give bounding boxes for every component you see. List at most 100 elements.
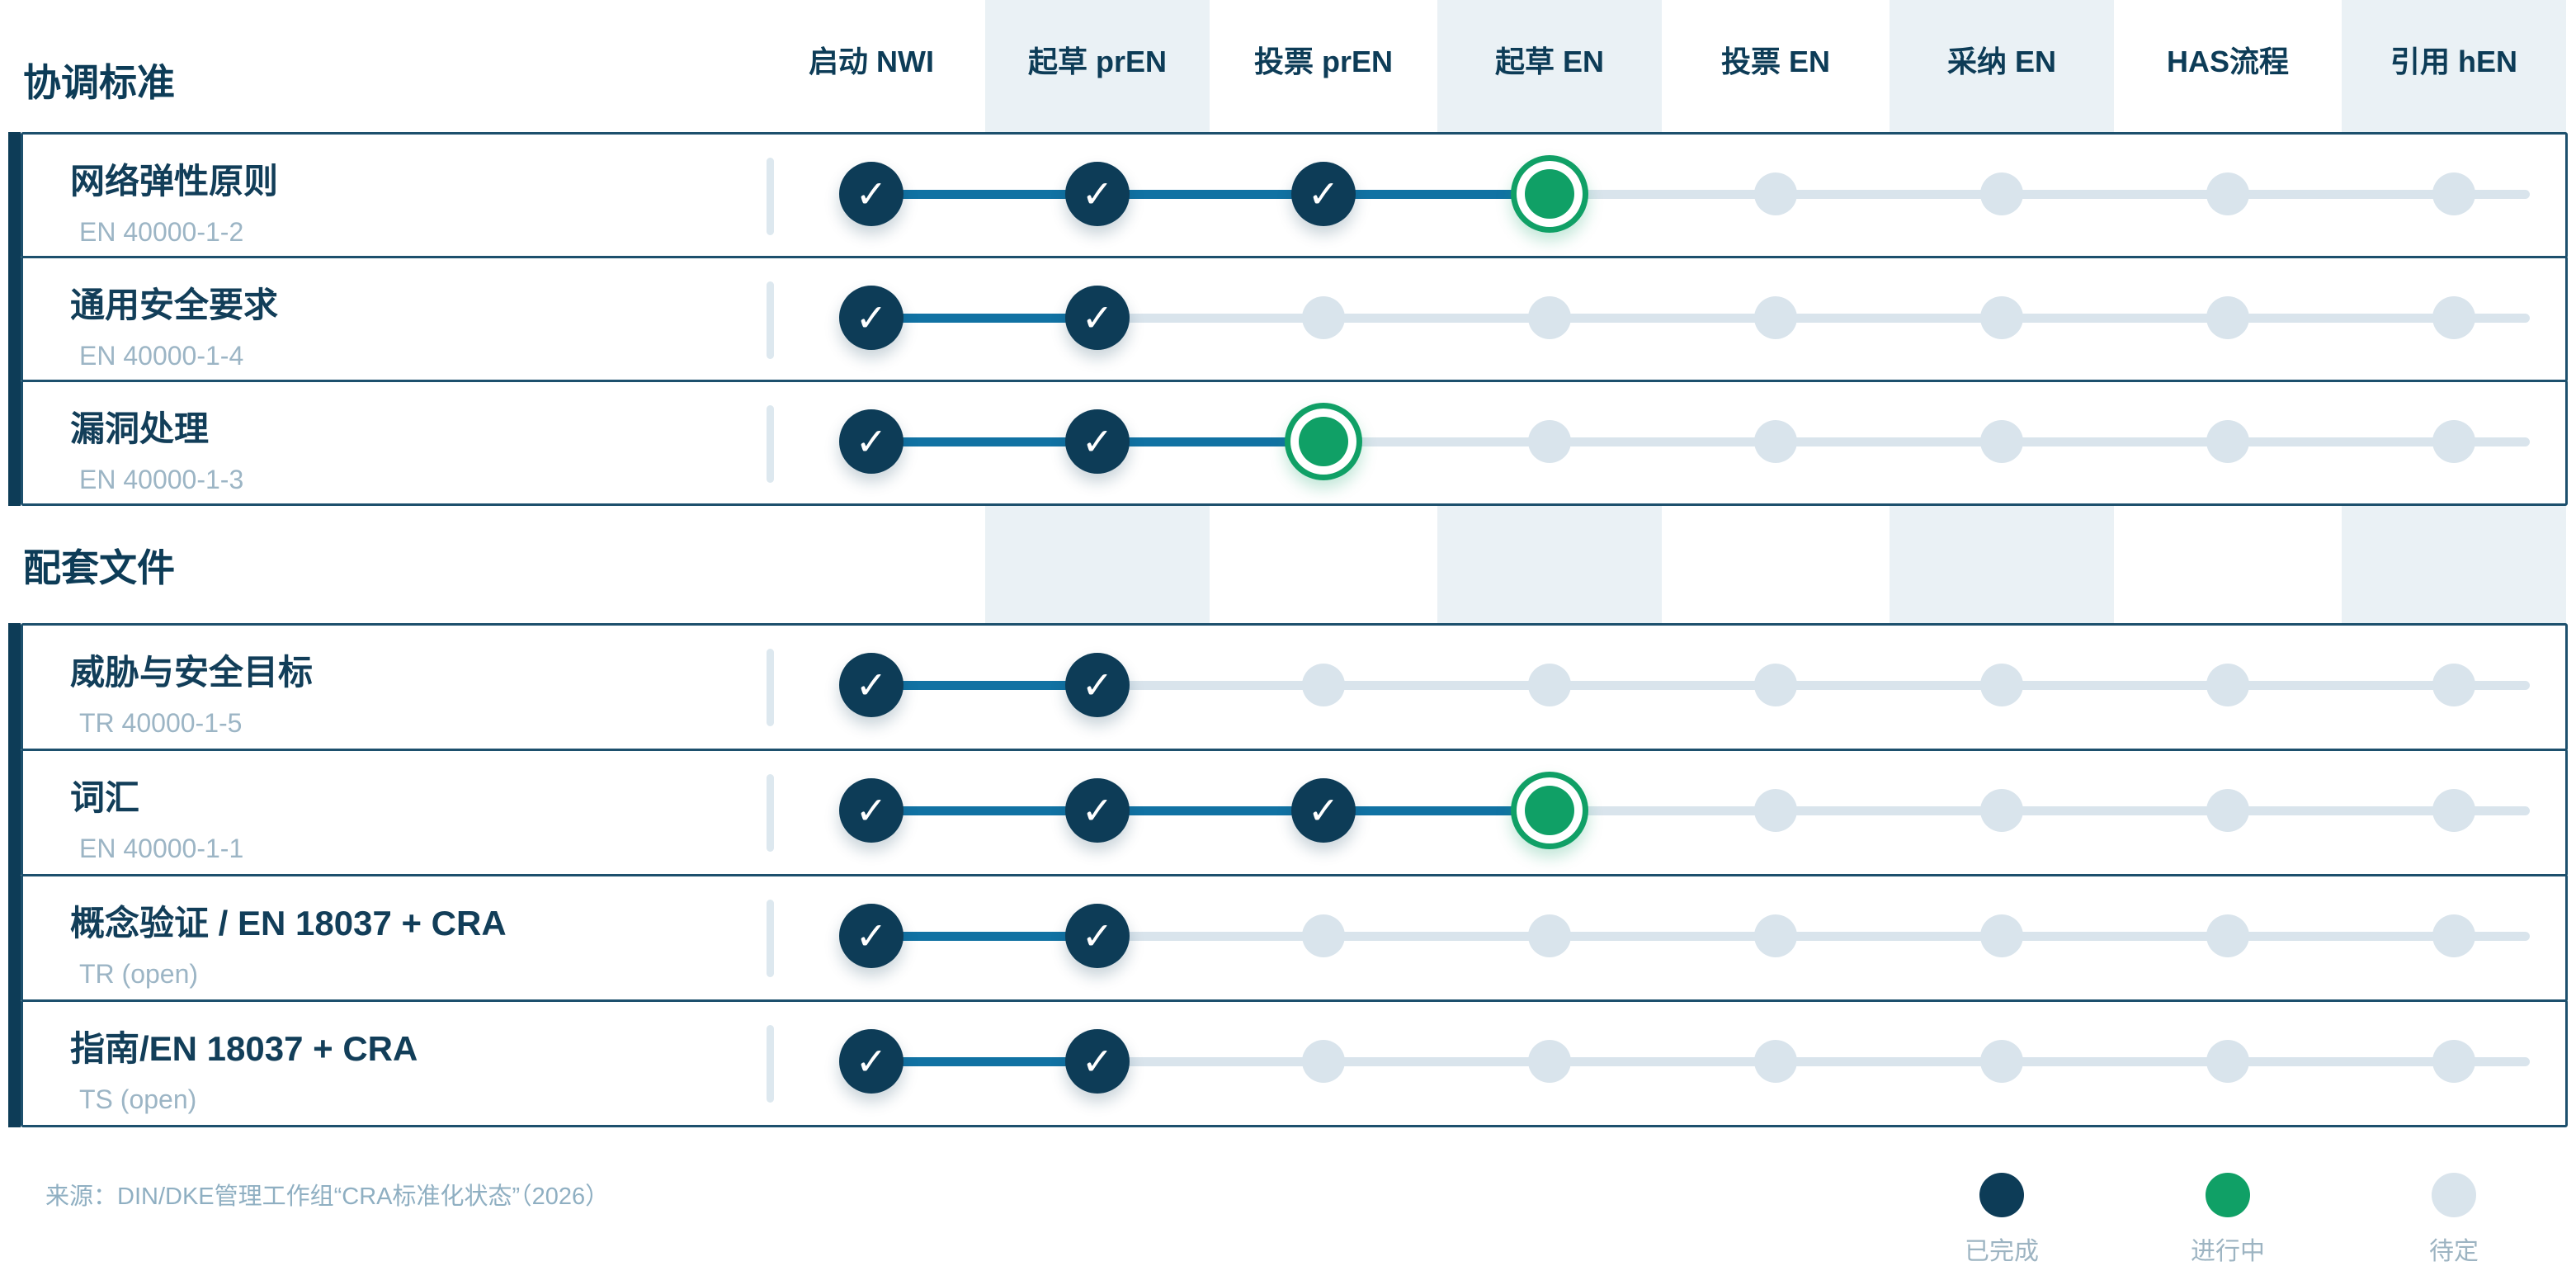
timeline: ✓ ✓ xyxy=(23,876,2565,999)
stage-node-done: ✓ xyxy=(839,653,903,717)
row-title: 词汇 xyxy=(70,778,140,817)
stage-node-done: ✓ xyxy=(1291,778,1356,843)
stage-node-pending xyxy=(2206,420,2249,463)
stage-node-done: ✓ xyxy=(1065,162,1130,226)
stage-node-pending xyxy=(2432,664,2475,706)
stage-node-inprogress xyxy=(1511,772,1588,849)
legend-item-inprogress: 进行中 xyxy=(2191,1173,2265,1267)
stage-node-pending xyxy=(1302,664,1345,706)
stage-node-pending xyxy=(2206,914,2249,957)
section-title-accompanying: 配套文件 xyxy=(23,546,175,589)
legend-label: 进行中 xyxy=(2191,1238,2265,1265)
timeline: ✓ ✓ xyxy=(23,1002,2565,1125)
stage-node-pending xyxy=(1980,664,2023,706)
connector xyxy=(871,314,1097,323)
connector xyxy=(1550,681,1776,690)
connector xyxy=(2228,190,2454,199)
connector xyxy=(1550,314,1776,323)
connector xyxy=(1323,190,1550,199)
stage-node-done: ✓ xyxy=(839,286,903,350)
connector xyxy=(2002,806,2228,815)
row-title: 网络弹性原则 xyxy=(70,162,279,201)
connector xyxy=(1097,190,1323,199)
connector xyxy=(2002,190,2228,199)
stage-node-pending xyxy=(1980,420,2023,463)
stage-node-done: ✓ xyxy=(839,409,903,474)
standard-row: 词汇 EN 40000-1-1 ✓ ✓ ✓ xyxy=(21,749,2568,876)
connector xyxy=(2002,437,2228,446)
connector xyxy=(1776,437,2002,446)
stage-label-adopt-en: 采纳 EN xyxy=(1946,45,2057,78)
connector xyxy=(1323,437,1550,446)
row-code: TR 40000-1-5 xyxy=(79,708,243,738)
connector xyxy=(2228,314,2454,323)
row-code: EN 40000-1-1 xyxy=(79,834,244,863)
connector xyxy=(1550,932,1776,941)
connector xyxy=(1550,806,1776,815)
row-code: TS (open) xyxy=(79,1084,197,1114)
legend-item-done: 已完成 xyxy=(1965,1173,2039,1267)
timeline: ✓ ✓ xyxy=(23,626,2565,749)
connector xyxy=(1097,437,1323,446)
legend-pending-dot-icon xyxy=(2432,1173,2476,1217)
connector xyxy=(871,1057,1097,1066)
connector xyxy=(1776,314,2002,323)
row-code: EN 40000-1-2 xyxy=(79,217,244,247)
connector-tail xyxy=(2454,314,2530,323)
stage-node-pending xyxy=(1528,1040,1571,1083)
connector xyxy=(1776,932,2002,941)
stage-node-done: ✓ xyxy=(839,904,903,968)
stage-node-pending xyxy=(2206,664,2249,706)
stage-node-pending xyxy=(1980,914,2023,957)
row-divider xyxy=(767,649,774,726)
stage-node-pending xyxy=(1528,664,1571,706)
stage-label-vote-pren: 投票 prEN xyxy=(1253,45,1394,78)
row-code: TR (open) xyxy=(79,959,199,989)
stage-node-done: ✓ xyxy=(1065,904,1130,968)
stage-node-pending xyxy=(1754,1040,1797,1083)
connector xyxy=(1097,806,1323,815)
stage-label-draft-pren: 起草 prEN xyxy=(1027,45,1168,78)
stage-node-done: ✓ xyxy=(839,1029,903,1094)
connector xyxy=(2002,932,2228,941)
connector xyxy=(2228,1057,2454,1066)
stage-node-pending xyxy=(1754,420,1797,463)
connector xyxy=(2002,1057,2228,1066)
connector xyxy=(2228,806,2454,815)
stage-label-cite-hen: 引用 hEN xyxy=(2390,45,2518,78)
section-title-harmonized: 协调标准 xyxy=(23,61,175,104)
stage-node-done: ✓ xyxy=(1065,409,1130,474)
stage-node-pending xyxy=(1302,914,1345,957)
connector-tail xyxy=(2454,932,2530,941)
connector xyxy=(871,681,1097,690)
stage-node-pending xyxy=(1754,172,1797,215)
row-divider xyxy=(767,158,774,235)
timeline: ✓ ✓ xyxy=(23,382,2565,503)
section-accent-bar xyxy=(8,132,21,506)
connector xyxy=(1776,806,2002,815)
stage-node-pending xyxy=(1302,296,1345,339)
connector xyxy=(871,190,1097,199)
connector xyxy=(1097,681,1323,690)
connector-tail xyxy=(2454,190,2530,199)
stage-node-pending xyxy=(2432,420,2475,463)
connector xyxy=(1776,190,2002,199)
source-note: 来源：DIN/DKE管理工作组“CRA标准化状态”（2026） xyxy=(45,1183,610,1210)
connector xyxy=(2228,437,2454,446)
standard-row: 通用安全要求 EN 40000-1-4 ✓ ✓ xyxy=(21,256,2568,382)
stage-node-pending xyxy=(1528,420,1571,463)
stage-node-pending xyxy=(1980,172,2023,215)
stage-node-pending xyxy=(1980,296,2023,339)
connector xyxy=(871,437,1097,446)
stage-label-vote-en: 投票 EN xyxy=(1720,45,1831,78)
standard-row: 威胁与安全目标 TR 40000-1-5 ✓ ✓ xyxy=(21,623,2568,751)
connector xyxy=(1323,932,1550,941)
stage-node-pending xyxy=(2206,172,2249,215)
row-divider xyxy=(767,405,774,483)
stage-node-pending xyxy=(2432,296,2475,339)
legend-label: 已完成 xyxy=(1965,1238,2039,1265)
row-title: 通用安全要求 xyxy=(70,286,279,324)
stage-node-pending xyxy=(2432,1040,2475,1083)
stage-node-pending xyxy=(2206,1040,2249,1083)
